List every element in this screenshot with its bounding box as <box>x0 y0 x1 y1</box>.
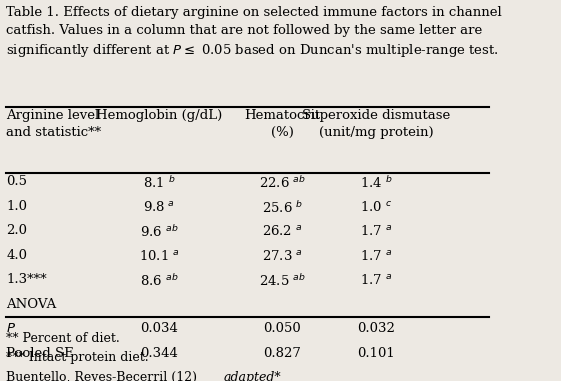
Text: 24.5 $^{ab}$: 24.5 $^{ab}$ <box>259 273 306 289</box>
Text: 0.827: 0.827 <box>264 347 301 360</box>
Text: 0.050: 0.050 <box>264 322 301 335</box>
Text: 4.0: 4.0 <box>6 249 27 262</box>
Text: 25.6 $^{b}$: 25.6 $^{b}$ <box>261 200 303 216</box>
Text: Hematocrit
(%): Hematocrit (%) <box>244 109 320 139</box>
Text: 0.101: 0.101 <box>357 347 395 360</box>
Text: Superoxide dismutase
(unit/mg protein): Superoxide dismutase (unit/mg protein) <box>302 109 450 139</box>
Text: 9.8 $^{a}$: 9.8 $^{a}$ <box>143 200 175 214</box>
Text: 1.7 $^{a}$: 1.7 $^{a}$ <box>360 224 392 238</box>
Text: 8.1 $^{b}$: 8.1 $^{b}$ <box>142 175 176 191</box>
Text: adapted*: adapted* <box>223 371 281 381</box>
Text: $P$: $P$ <box>6 322 16 335</box>
Text: 1.0 $^{c}$: 1.0 $^{c}$ <box>360 200 392 214</box>
Text: ANOVA: ANOVA <box>6 298 57 311</box>
Text: 10.1 $^{a}$: 10.1 $^{a}$ <box>139 249 180 263</box>
Text: 27.3 $^{a}$: 27.3 $^{a}$ <box>262 249 303 263</box>
Text: Buentello, Reyes-Becerril (12): Buentello, Reyes-Becerril (12) <box>6 371 201 381</box>
Text: Table 1. Effects of dietary arginine on selected immune factors in channel
catfi: Table 1. Effects of dietary arginine on … <box>6 6 502 59</box>
Text: Pooled SE: Pooled SE <box>6 347 74 360</box>
Text: 2.0: 2.0 <box>6 224 27 237</box>
Text: 1.0: 1.0 <box>6 200 27 213</box>
Text: 26.2 $^{a}$: 26.2 $^{a}$ <box>262 224 302 238</box>
Text: 9.6 $^{ab}$: 9.6 $^{ab}$ <box>140 224 178 240</box>
Text: 1.7 $^{a}$: 1.7 $^{a}$ <box>360 273 392 287</box>
Text: 0.034: 0.034 <box>140 322 178 335</box>
Text: ** Percent of diet.: ** Percent of diet. <box>6 332 120 345</box>
Text: 0.032: 0.032 <box>357 322 395 335</box>
Text: 0.5: 0.5 <box>6 175 27 188</box>
Text: 1.4 $^{b}$: 1.4 $^{b}$ <box>360 175 392 191</box>
Text: *** Intact protein diet.: *** Intact protein diet. <box>6 351 149 364</box>
Text: 0.344: 0.344 <box>140 347 178 360</box>
Text: Arginine level
and statistic**: Arginine level and statistic** <box>6 109 102 139</box>
Text: Hemoglobin (g/dL): Hemoglobin (g/dL) <box>96 109 222 122</box>
Text: 1.7 $^{a}$: 1.7 $^{a}$ <box>360 249 392 263</box>
Text: 8.6 $^{ab}$: 8.6 $^{ab}$ <box>140 273 178 289</box>
Text: 22.6 $^{ab}$: 22.6 $^{ab}$ <box>259 175 306 191</box>
Text: 1.3***: 1.3*** <box>6 273 47 286</box>
